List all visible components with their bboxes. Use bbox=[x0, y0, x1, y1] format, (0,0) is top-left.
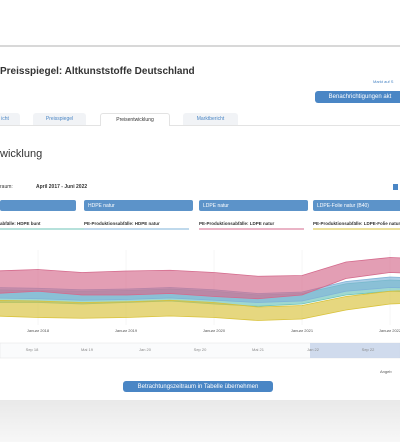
dropdown[interactable]: LDPE natur bbox=[199, 200, 308, 211]
navigator-label: Mai 21 bbox=[252, 347, 265, 352]
dropdown[interactable]: LDPE-Folie natur (B40) bbox=[313, 200, 400, 211]
top-bar bbox=[0, 0, 400, 47]
notify-button-text: Benachrichtigungen akt bbox=[328, 94, 392, 100]
range-band bbox=[0, 290, 400, 321]
range-band bbox=[0, 257, 400, 300]
navigator-label: Sep 18 bbox=[26, 347, 39, 352]
tab-divider bbox=[0, 125, 400, 126]
x-tick-label: Januar 2021 bbox=[291, 328, 314, 333]
x-tick-label: Januar 2020 bbox=[203, 328, 226, 333]
navigator[interactable] bbox=[0, 342, 400, 359]
tab-active[interactable]: Preisentwicklung bbox=[100, 113, 170, 126]
page-title: Preisspiegel: Altkunststoffe Deutschland bbox=[0, 66, 195, 77]
x-tick-label: Januar 2022 bbox=[379, 328, 400, 333]
navigator-label: Sep 20 bbox=[194, 347, 207, 352]
navigator-selection[interactable] bbox=[310, 343, 400, 358]
tab[interactable]: icht bbox=[0, 113, 20, 125]
navigator-label: Sep 22 bbox=[362, 347, 375, 352]
period-label: raum: bbox=[0, 184, 13, 190]
section-title: wicklung bbox=[0, 148, 43, 160]
x-tick-label: Januar 2019 bbox=[115, 328, 138, 333]
navigator-label: Jan 22 bbox=[307, 347, 320, 352]
market-link[interactable]: Markt auf S bbox=[373, 79, 394, 84]
legend-label: PE-Produktionsabfälle: HDPE natur bbox=[84, 221, 160, 226]
footer-note: Angeb bbox=[380, 369, 392, 374]
navigator-label: Mai 19 bbox=[81, 347, 94, 352]
notify-button[interactable]: Benachrichtigungen akt bbox=[315, 91, 400, 103]
period-value: April 2017 - Juni 2022 bbox=[36, 184, 88, 190]
navigator-label: Jan 20 bbox=[139, 347, 152, 352]
legend-label: PE-Produktionsabfälle: LDPE natur bbox=[199, 221, 275, 226]
legend-label: PE-Produktionsabfälle: LDPE-Folie natur bbox=[313, 221, 400, 226]
apply-button-text: Betrachtungszeitraum in Tabelle übernehm… bbox=[137, 383, 259, 390]
dropdown[interactable]: HDPE natur bbox=[84, 200, 193, 211]
bottom-shadow bbox=[0, 400, 400, 442]
apply-button[interactable]: Betrachtungszeitraum in Tabelle übernehm… bbox=[123, 381, 273, 392]
tab[interactable]: Preisspiegel bbox=[33, 113, 86, 125]
tab[interactable]: Marktbericht bbox=[183, 113, 238, 125]
legend-label: abfälle: HDPE bunt bbox=[0, 221, 41, 226]
dropdown[interactable] bbox=[0, 200, 76, 211]
export-icon[interactable] bbox=[393, 184, 398, 190]
x-tick-label: Januar 2018 bbox=[27, 328, 50, 333]
